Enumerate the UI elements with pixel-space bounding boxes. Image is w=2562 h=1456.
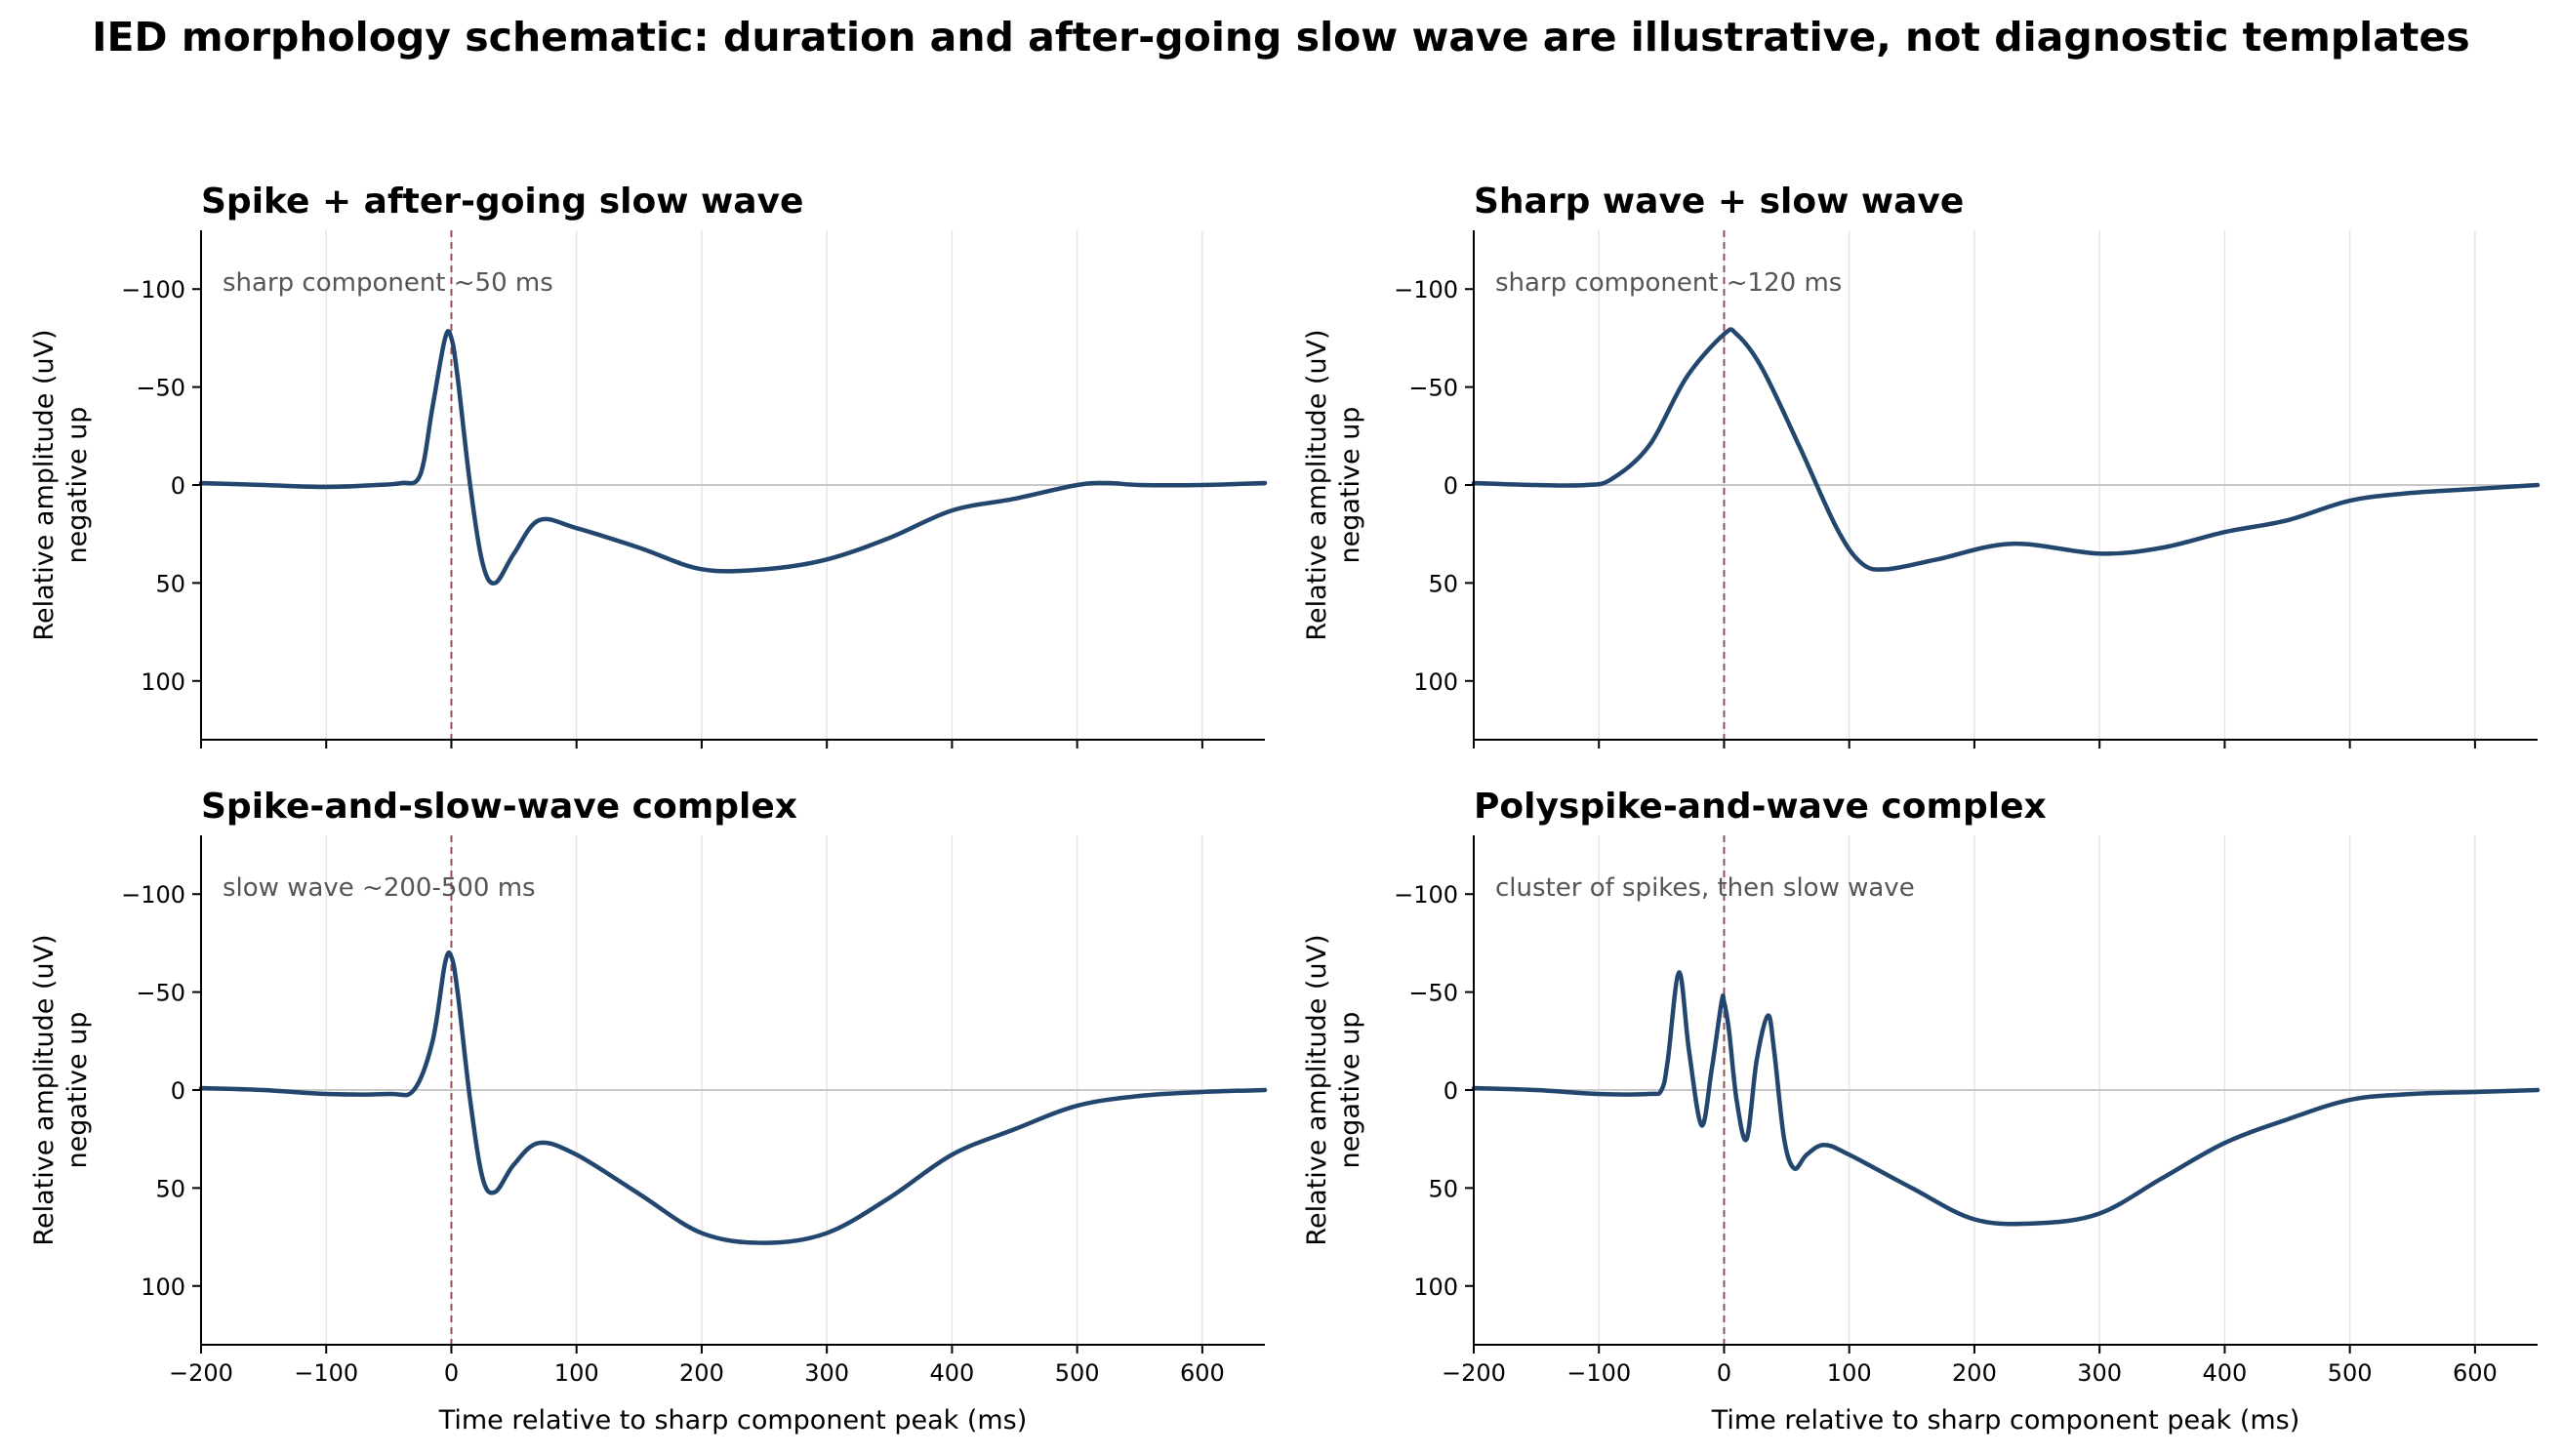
panel-1-title: Spike + after-going slow wave <box>201 182 803 222</box>
panel-1-y-axis-label-sub: negative up <box>62 407 93 564</box>
panel-4-title: Polyspike-and-wave complex <box>1474 787 2047 827</box>
panel-3-x-tick-label-1: −100 <box>294 1359 358 1387</box>
panel-3-y-tick-label-3: 50 <box>155 1175 185 1202</box>
panel-4-x-tick-label-2: 0 <box>1717 1359 1731 1387</box>
panel-2-y-tick-label-4: 100 <box>1413 668 1458 696</box>
panel-3-x-tick-label-3: 100 <box>554 1359 599 1387</box>
panel-3-y-tick-label-0: −100 <box>121 881 185 909</box>
panel-4-x-tick-label-3: 100 <box>1827 1359 1872 1387</box>
panel-2-annotation: sharp component ~120 ms <box>1495 268 1842 298</box>
panel-2-y-tick-label-3: 50 <box>1428 570 1458 597</box>
panel-3-x-tick-label-4: 200 <box>679 1359 724 1387</box>
panel-4-x-tick-label-6: 400 <box>2203 1359 2248 1387</box>
panel-4-y-tick-label-1: −50 <box>1408 980 1458 1007</box>
panel-2-y-tick-label-0: −100 <box>1394 276 1458 303</box>
panel-3-y-tick-label-1: −50 <box>136 980 185 1007</box>
panel-4-x-tick-label-5: 300 <box>2077 1359 2122 1387</box>
panel-4-eeg-trace-1 <box>1471 970 2541 1227</box>
panel-1-y-axis-label: Relative amplitude (uV) <box>29 329 60 640</box>
panel-2-y-axis-label: Relative amplitude (uV) <box>1302 329 1332 640</box>
panel-3-x-tick-label-6: 400 <box>930 1359 975 1387</box>
panel-1-y-tick-label-0: −100 <box>121 276 185 303</box>
panel-4-y-axis-label: Relative amplitude (uV) <box>1302 934 1332 1245</box>
panel-3-y-tick-label-4: 100 <box>141 1274 185 1301</box>
panel-4-x-tick-label-4: 200 <box>1952 1359 1997 1387</box>
panel-1-y-tick-label-4: 100 <box>141 668 185 696</box>
panel-4-y-tick-label-0: −100 <box>1394 881 1458 909</box>
panel-2-y-tick-label-1: −50 <box>1408 375 1458 402</box>
panel-3-eeg-trace-1 <box>198 950 1268 1245</box>
panel-1-y-tick-label-3: 50 <box>155 570 185 597</box>
panel-3-x-axis-label: Time relative to sharp component peak (m… <box>438 1405 1028 1436</box>
panel-4-x-tick-label-0: −200 <box>1442 1359 1506 1387</box>
panel-3-x-tick-label-0: −200 <box>169 1359 233 1387</box>
panel-3-annotation: slow wave ~200-500 ms <box>223 873 536 903</box>
panel-4-x-axis-label: Time relative to sharp component peak (m… <box>1711 1405 2300 1436</box>
panel-2-eeg-trace-1 <box>1471 327 2541 572</box>
panel-4-annotation: cluster of spikes, then slow wave <box>1495 873 1915 903</box>
figure-title: IED morphology schematic: duration and a… <box>92 14 2470 61</box>
panel-4-y-tick-label-3: 50 <box>1428 1175 1458 1202</box>
panel-1-annotation: sharp component ~50 ms <box>223 268 553 298</box>
panel-3-x-tick-label-7: 500 <box>1055 1359 1100 1387</box>
panel-2-y-axis-label-sub: negative up <box>1335 407 1365 564</box>
panel-1-y-tick-label-1: −50 <box>136 375 185 402</box>
panel-4-x-tick-label-8: 600 <box>2453 1359 2498 1387</box>
panel-2-y-tick-label-2: 0 <box>1444 472 1458 500</box>
panel-2-title: Sharp wave + slow wave <box>1474 182 1964 222</box>
panel-1-y-tick-label-2: 0 <box>171 472 185 500</box>
panel-3-title: Spike-and-slow-wave complex <box>201 787 797 827</box>
panel-4-y-tick-label-2: 0 <box>1444 1077 1458 1105</box>
panel-4-y-axis-label-sub: negative up <box>1335 1012 1365 1169</box>
panel-3-y-axis-label-sub: negative up <box>62 1012 93 1169</box>
panel-3-x-tick-label-5: 300 <box>804 1359 849 1387</box>
panel-1-eeg-trace-1 <box>198 329 1268 586</box>
panel-3-x-tick-label-8: 600 <box>1180 1359 1225 1387</box>
panel-3-y-tick-label-2: 0 <box>171 1077 185 1105</box>
panel-3-x-tick-label-2: 0 <box>444 1359 459 1387</box>
panel-3-y-axis-label: Relative amplitude (uV) <box>29 934 60 1245</box>
panel-4-x-tick-label-1: −100 <box>1566 1359 1631 1387</box>
panel-4-x-tick-label-7: 500 <box>2328 1359 2373 1387</box>
panel-4-y-tick-label-4: 100 <box>1413 1274 1458 1301</box>
